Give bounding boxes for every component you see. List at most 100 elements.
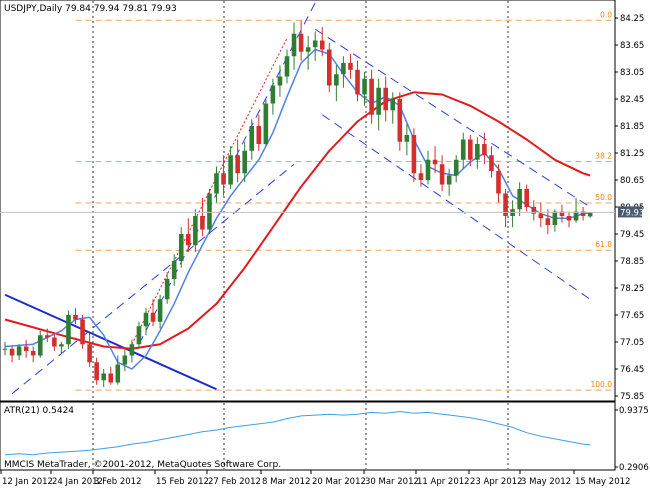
y-tick-label: 75.85: [620, 392, 644, 402]
candle: [66, 310, 71, 349]
candle: [446, 168, 452, 196]
main-plot-frame: [0, 0, 616, 402]
candle: [157, 294, 163, 329]
candle: [108, 366, 114, 385]
chart-header: USDJPY,Daily 79.84 79.94 79.81 79.93: [4, 4, 177, 14]
candle-body: [178, 234, 184, 261]
candle-body: [439, 164, 445, 185]
x-tick-label: 27 Feb 2012: [208, 477, 261, 487]
y-tick-label: 79.45: [620, 230, 644, 240]
candle-body: [136, 326, 142, 345]
candle-body: [235, 155, 240, 174]
candle-body: [418, 173, 424, 180]
candle: [580, 207, 586, 221]
candle: [101, 369, 106, 387]
candle: [369, 69, 374, 124]
candle: [397, 92, 403, 151]
candle: [383, 76, 388, 122]
candle-body: [503, 193, 508, 216]
atr-plot-frame: [0, 401, 616, 471]
candle-body: [362, 78, 367, 95]
candle: [587, 211, 593, 218]
candle-body: [397, 99, 403, 142]
descending-trendline: [4, 293, 217, 391]
candle: [362, 72, 367, 106]
candle-body: [270, 85, 276, 104]
candle-body: [30, 351, 36, 356]
atr-tick-bottom: 0.2906: [619, 463, 649, 473]
x-tick-label: 12 Jan 2012: [2, 477, 53, 487]
candle-body: [432, 159, 438, 165]
candle-body: [298, 33, 304, 52]
candle: [319, 27, 325, 57]
candle-body: [16, 346, 22, 356]
atr-indicator: [4, 409, 618, 468]
candle-body: [263, 103, 269, 144]
candle-body: [143, 312, 149, 327]
candle: [94, 357, 99, 385]
x-tick-label: 24 Jan 2012: [52, 477, 103, 487]
ma-slow-line: [4, 91, 591, 350]
candle-body: [37, 335, 43, 356]
candle-body: [355, 69, 360, 95]
candle: [482, 132, 487, 165]
candle: [538, 202, 544, 228]
candle-body: [566, 216, 572, 221]
period-separators: [92, 1, 509, 469]
x-tick-label: 20 Mar 2012: [312, 477, 366, 487]
candle: [418, 164, 424, 187]
candle-body: [496, 171, 501, 194]
candle-body: [468, 139, 473, 160]
up-channel-lower: [11, 163, 295, 395]
candle: [439, 155, 445, 192]
candle-body: [305, 47, 311, 52]
candle-body: [52, 337, 57, 347]
y-tick-label: 83.05: [620, 68, 644, 78]
candle-body: [101, 373, 106, 381]
candle: [228, 146, 233, 189]
candle: [277, 65, 283, 97]
candle: [566, 211, 572, 228]
candle: [256, 114, 262, 151]
candle: [9, 346, 15, 363]
candle-body: [214, 173, 219, 194]
candle: [80, 315, 85, 349]
y-tick-label: 83.65: [620, 41, 644, 51]
candle-body: [171, 261, 177, 279]
fib-label: 61.8: [595, 240, 612, 249]
fib-label: 0.0: [600, 10, 612, 19]
candle-body: [573, 211, 579, 221]
x-tick-label: 30 Mar 2012: [365, 477, 419, 487]
candle-body: [207, 193, 212, 230]
candle: [45, 328, 50, 342]
candle-body: [87, 344, 92, 363]
fibonacci-levels: 0.0 38.2 50.0 61.8 100.0: [75, 10, 615, 391]
candle: [453, 155, 459, 183]
candle-body: [334, 74, 339, 86]
candle: [305, 36, 311, 70]
candle: [16, 344, 22, 360]
x-tick-label: 23 Apr 2012: [470, 477, 523, 487]
candle-body: [59, 344, 64, 347]
candle-body: [531, 207, 537, 214]
y-tick-label: 77.05: [620, 338, 644, 348]
x-tick-label: 11 Apr 2012: [417, 477, 470, 487]
candle: [425, 150, 431, 185]
y-tick-label: 78.85: [620, 257, 644, 267]
candle-body: [45, 335, 50, 338]
atr-tick-top: 0.9375: [619, 406, 649, 416]
candle: [221, 155, 226, 196]
y-tick-label: 80.65: [620, 176, 644, 186]
candle-body: [23, 346, 29, 351]
candle-body: [150, 312, 156, 322]
candle-body: [256, 126, 262, 144]
candle: [59, 342, 64, 354]
candle: [531, 200, 537, 221]
candle-body: [376, 87, 381, 115]
fib-label: 100.0: [591, 380, 613, 389]
candle: [207, 189, 212, 234]
candle: [573, 198, 579, 223]
atr-title: ATR(21) 0.5424: [4, 406, 74, 416]
candle-body: [228, 155, 233, 185]
candle: [2, 342, 8, 356]
